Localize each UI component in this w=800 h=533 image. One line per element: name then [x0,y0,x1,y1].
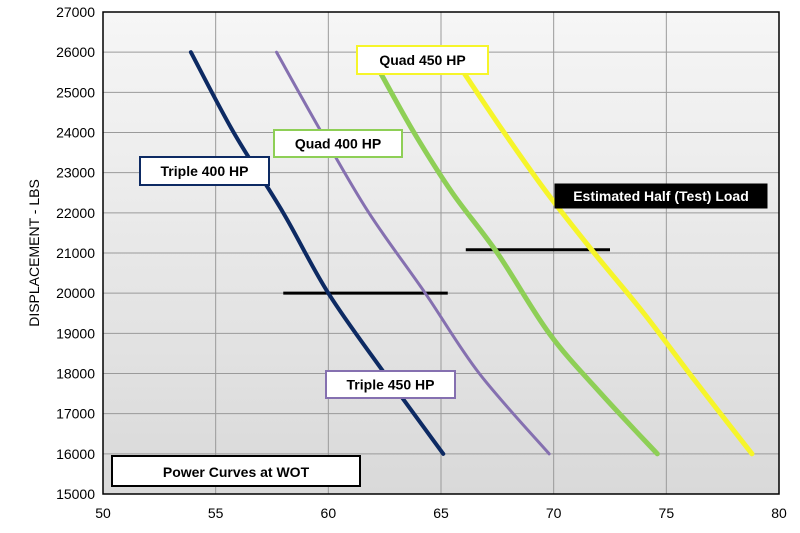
y-tick-label: 16000 [56,446,95,462]
x-tick-label: 65 [433,505,449,521]
chart-title: Power Curves at WOT [111,455,361,487]
y-tick-label: 24000 [56,125,95,141]
x-tick-label: 50 [95,505,111,521]
quad-450hp-curve [461,69,755,457]
label-quad-400hp: Quad 400 HP [273,129,403,158]
x-tick-label: 55 [208,505,224,521]
label-triple-400hp-text: Triple 400 HP [161,163,249,179]
label-quad-450hp-text: Quad 450 HP [379,52,465,68]
label-estimated-half-load: Estimated Half (Test) Load [554,183,768,209]
label-triple-450hp-text: Triple 450 HP [347,377,435,393]
label-triple-400hp: Triple 400 HP [139,156,270,186]
y-tick-label: 26000 [56,44,95,60]
x-tick-label: 75 [659,505,675,521]
y-axis-label: DISPLACEMENT - LBS [26,179,42,327]
label-quad-450hp: Quad 450 HP [356,45,489,75]
triple-450hp-curve [275,50,551,456]
y-tick-label: 22000 [56,205,95,221]
y-tick-label: 18000 [56,366,95,382]
reference-lines [283,248,610,295]
y-tick-label: 20000 [56,285,95,301]
y-tick-label: 25000 [56,84,95,100]
axes: 15000 16000 17000 18000 19000 20000 21000 22000… [26,4,787,521]
label-estimated-half-load-text: Estimated Half (Test) Load [573,188,749,204]
label-triple-450hp: Triple 450 HP [325,370,456,399]
plot-border [102,11,780,495]
y-tick-label: 21000 [56,245,95,261]
labels-group: Triple 400 HP Triple 450 HP Quad 400 HP Qua… [111,45,768,487]
y-tick-label: 17000 [56,406,95,422]
chart-title-text: Power Curves at WOT [163,464,310,480]
x-tick-label: 70 [546,505,562,521]
y-tick-label: 15000 [56,486,95,502]
quad-400hp-curve [377,69,660,457]
x-tick-label: 80 [771,505,787,521]
y-tick-label: 19000 [56,325,95,341]
x-tick-label: 60 [321,505,337,521]
label-quad-400hp-text: Quad 400 HP [295,136,381,152]
y-tick-label: 27000 [56,4,95,20]
y-tick-label: 23000 [56,165,95,181]
